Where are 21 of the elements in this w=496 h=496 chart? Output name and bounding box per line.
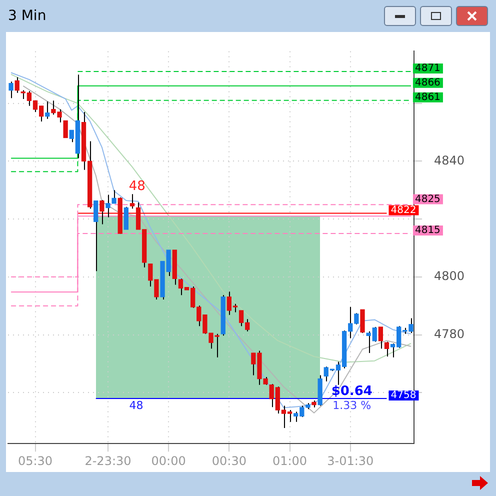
x-tick-label: 01:00 (272, 454, 308, 468)
x-tick-label: 05:30 (18, 454, 53, 468)
data-label: 4758 (390, 390, 416, 402)
chart-title: 3 Min (8, 8, 48, 24)
annotation: $0.64 (331, 384, 372, 400)
data-label: 4825 (414, 194, 440, 205)
y-tick-label: 4780 (434, 326, 465, 341)
x-tick-label: 2-23:30 (84, 454, 132, 468)
y-tick-label: 4840 (434, 153, 465, 168)
y-tick-label: 4800 (434, 269, 465, 284)
data-label: 4861 (414, 92, 440, 103)
x-tick-label: 00:30 (212, 454, 246, 468)
data-label: 4822 (390, 204, 416, 216)
x-tick-label: 00:00 (151, 454, 186, 468)
annotation: 1.33 % (332, 399, 372, 412)
data-label: 4866 (414, 78, 440, 89)
annotation: 48 (128, 178, 146, 194)
x-tick-label: 3-01:30 (327, 454, 374, 468)
data-label: 4815 (414, 225, 440, 236)
data-label: 4871 (414, 63, 440, 74)
annotation: 48 (129, 399, 144, 412)
